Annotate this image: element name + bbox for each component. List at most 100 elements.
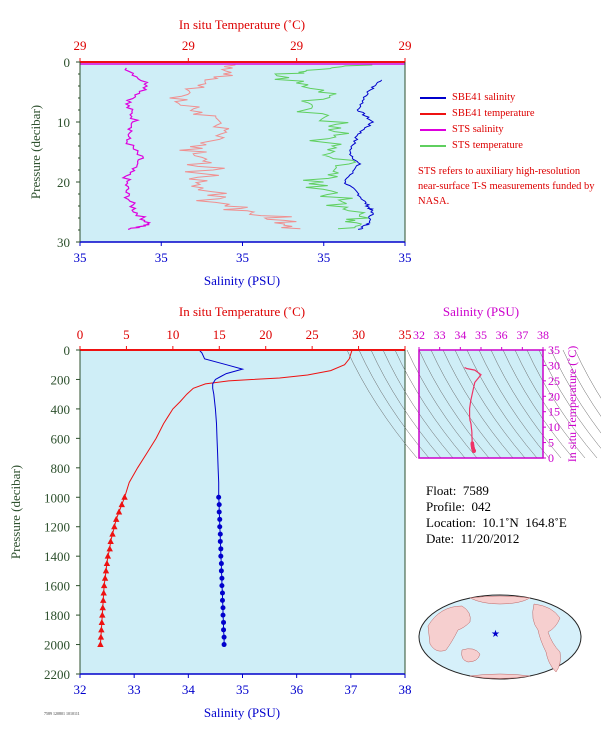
main-pressure-tick-label: 1200: [44, 520, 70, 535]
legend-item-sts-salinity: STS salinity: [420, 122, 535, 138]
top-series-sts-salinity: [121, 67, 152, 230]
density-contour: [502, 349, 574, 459]
main-temperature-tick-label: 0: [77, 327, 84, 342]
legend-swatch: [420, 129, 446, 131]
salinity-marker: [221, 642, 227, 648]
top-temperature-tick-label: 29: [290, 38, 303, 53]
main-pressure-tick-label: 400: [51, 402, 71, 417]
density-contour: [466, 349, 538, 459]
salinity-marker: [217, 538, 223, 544]
temperature-marker: [98, 626, 105, 633]
ts-temperature-tick-label: 20: [548, 389, 560, 403]
density-contour: [562, 349, 601, 417]
main-salinity-tick-label: 32: [74, 682, 87, 697]
salinity-marker: [221, 619, 227, 625]
legend-item-sbe41-salinity: SBE41 salinity: [420, 90, 535, 106]
top-temperature-tick-label: 29: [182, 38, 195, 53]
ts-salinity-tick-label: 33: [434, 328, 446, 342]
main-pressure-ticks: 0 200 400 600 800 1000 1200 1400 1600 1800 2000 220…: [44, 343, 80, 682]
map-land-arctic: [469, 595, 531, 605]
main-pressure-tick-label: 1600: [44, 579, 70, 594]
density-contour: [526, 349, 598, 459]
salinity-marker: [220, 612, 226, 618]
main-temperature-tick-label: 10: [166, 327, 179, 342]
legend-swatch: [420, 113, 446, 115]
salinity-marker: [221, 627, 227, 633]
salinity-marker: [217, 516, 223, 522]
salinity-marker: [218, 568, 224, 574]
top-series-sbe41-salinity: [343, 79, 383, 230]
top-temperature-tick-label: 29: [399, 38, 412, 53]
ts-salinity-tick-label: 37: [516, 328, 528, 342]
top-salinity-ticks: 35 35 35 35 35: [74, 242, 412, 265]
temperature-marker: [109, 530, 116, 537]
top-temperature-tick-label: 29: [74, 38, 87, 53]
top-salinity-tick-label: 35: [317, 250, 330, 265]
temperature-marker: [107, 537, 114, 544]
top-salinity-tick-label: 35: [74, 250, 87, 265]
density-contour: [454, 349, 526, 459]
top-series-sbe41-temperature: [169, 64, 301, 230]
density-contour: [406, 349, 478, 459]
density-contour: [538, 349, 601, 449]
temperature-marker: [103, 560, 111, 567]
salinity-marker: [217, 524, 223, 530]
ts-temperature-tick-label: 0: [548, 451, 554, 465]
profile-number: Profile: 042: [426, 499, 491, 514]
main-chart: In situ Temperature (˚C) Salinity (PSU) …: [8, 304, 412, 720]
top-pressure-tick-label: 30: [57, 235, 70, 250]
main-salinity-tick-label: 38: [399, 682, 412, 697]
temperature-marker: [100, 596, 107, 603]
ts-diagram: Salinity (PSU) In situ Temperature (˚C) …: [346, 304, 601, 465]
density-contour: [430, 349, 502, 459]
legend-item-sts-temperature: STS temperature: [420, 138, 535, 154]
top-series-lines: [80, 63, 405, 230]
ts-salinity-axis-title: Salinity (PSU): [443, 304, 519, 319]
temperature-marker: [113, 515, 120, 522]
top-plot-area: [80, 62, 405, 242]
top-chart: In situ Temperature (˚C) Salinity (PSU) …: [28, 17, 412, 288]
legend-label: SBE41 salinity: [452, 92, 516, 103]
temperature-marker: [121, 493, 128, 500]
main-temperature-ticks: 0 5 10 15 20 25 30 35: [77, 327, 412, 350]
ts-salinity-ticks: 32 33 34 35 36 37 38: [413, 328, 549, 350]
temperature-marker: [118, 501, 125, 508]
temperature-marker: [97, 633, 105, 640]
ts-salinity-tick-label: 32: [413, 328, 425, 342]
main-pressure-tick-label: 1000: [44, 490, 70, 505]
credit-text: 7589 120801 1010111: [44, 711, 80, 716]
main-pressure-tick-label: 0: [64, 343, 71, 358]
temperature-marker: [100, 582, 108, 589]
density-contour: [382, 349, 454, 459]
main-salinity-tick-label: 35: [236, 682, 249, 697]
map-land-australia: [461, 648, 481, 663]
density-contour: [394, 349, 466, 459]
main-plot-area: [80, 350, 405, 674]
salinity-marker: [216, 494, 222, 500]
main-temperature-tick-label: 30: [352, 327, 365, 342]
density-contour: [346, 349, 418, 459]
salinity-marker: [219, 597, 225, 603]
main-salinity-tick-label: 33: [128, 682, 141, 697]
legend-swatch: [420, 145, 446, 147]
legend-label: SBE41 temperature: [452, 108, 535, 119]
density-contour: [514, 349, 586, 459]
temperature-marker: [101, 574, 109, 581]
density-contour: [442, 349, 514, 459]
map-land-americas: [532, 603, 561, 673]
salinity-marker: [218, 561, 224, 567]
temperature-marker: [99, 611, 106, 618]
density-contour: [370, 349, 442, 459]
top-pressure-tick-label: 0: [64, 55, 71, 70]
salinity-marker: [216, 502, 222, 508]
ts-temperature-tick-label: 25: [548, 374, 560, 388]
main-salinity-tick-label: 36: [290, 682, 304, 697]
temperature-marker: [102, 567, 110, 574]
ts-temperature-tick-label: 35: [548, 343, 560, 357]
salinity-marker: [219, 583, 225, 589]
main-pressure-tick-label: 1400: [44, 549, 70, 564]
ts-temperature-tick-label: 5: [548, 436, 554, 450]
salinity-marker: [219, 590, 225, 596]
ts-salinity-tick-label: 34: [454, 328, 466, 342]
